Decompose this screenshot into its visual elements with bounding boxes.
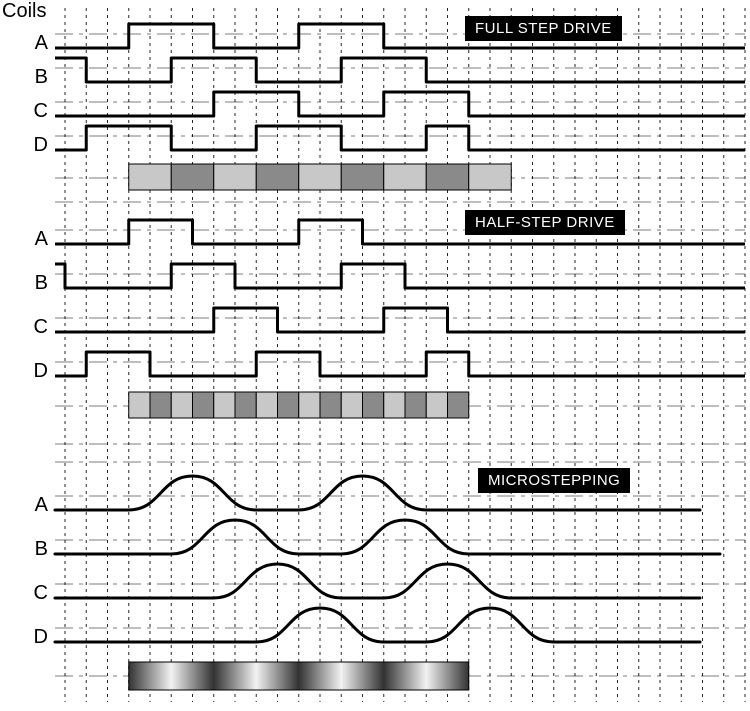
coil-label: D bbox=[24, 134, 48, 157]
coil-label: B bbox=[24, 66, 48, 89]
title-half-step: HALF-STEP DRIVE bbox=[465, 210, 625, 235]
axis-title: Coils bbox=[2, 0, 46, 23]
diagram-canvas: Coils FULL STEP DRIVE HALF-STEP DRIVE MI… bbox=[0, 0, 750, 711]
coil-label: D bbox=[24, 360, 48, 383]
coil-label: D bbox=[24, 626, 48, 649]
waveform-svg bbox=[0, 0, 750, 711]
coil-label: A bbox=[24, 494, 48, 517]
coil-label: C bbox=[24, 582, 48, 605]
coil-label: A bbox=[24, 32, 48, 55]
coil-label: C bbox=[24, 100, 48, 123]
title-full-step: FULL STEP DRIVE bbox=[465, 16, 622, 41]
coil-label: A bbox=[24, 228, 48, 251]
coil-label: B bbox=[24, 272, 48, 295]
coil-label: B bbox=[24, 538, 48, 561]
title-microstepping: MICROSTEPPING bbox=[478, 468, 630, 493]
coil-label: C bbox=[24, 316, 48, 339]
